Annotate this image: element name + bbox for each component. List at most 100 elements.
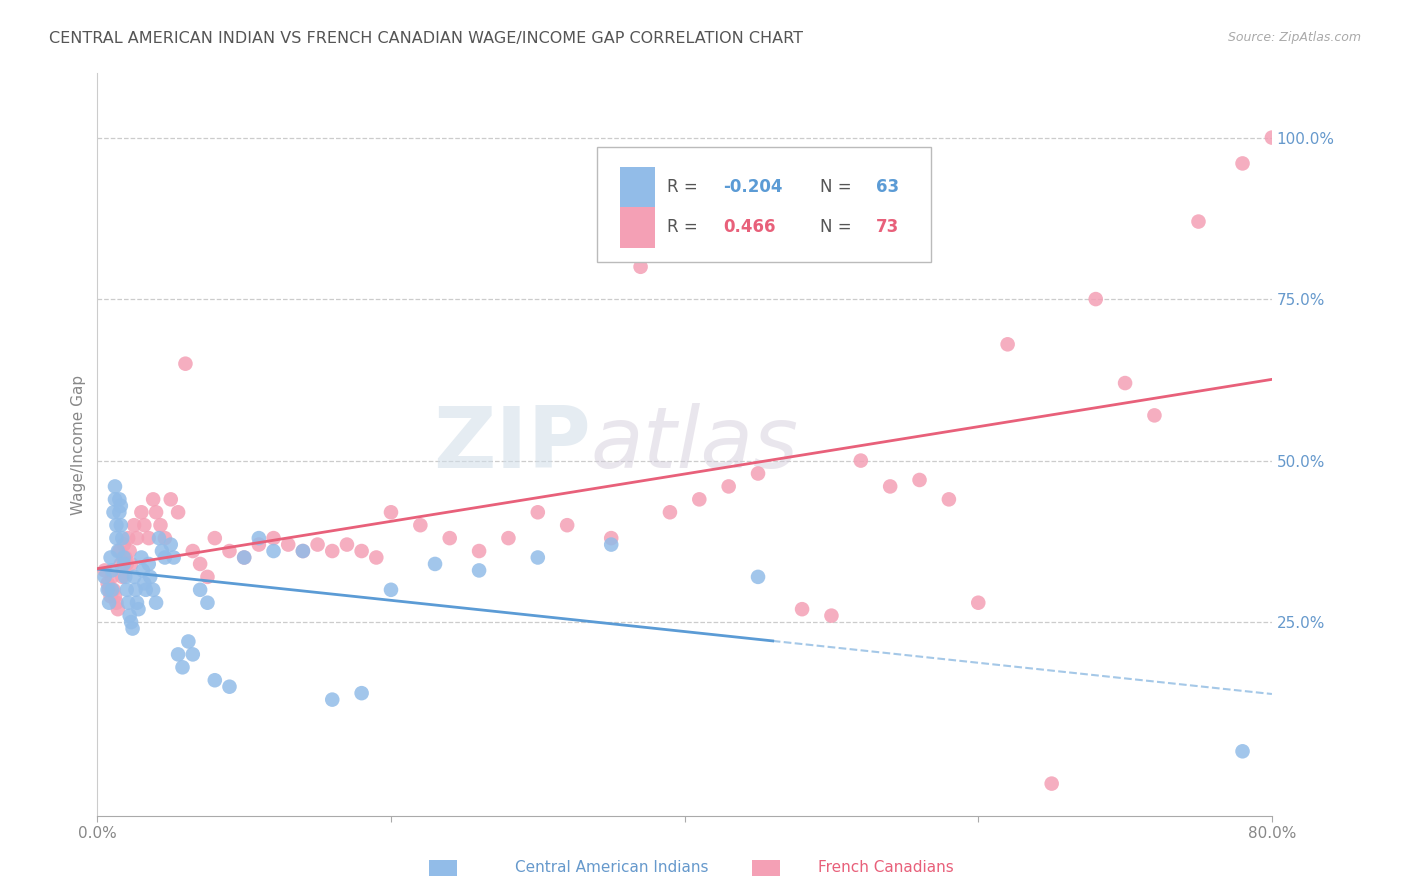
Point	[247, 538, 270, 552]
Point	[366, 550, 388, 565]
Point	[115, 557, 138, 571]
Point	[110, 557, 132, 571]
Text: 73: 73	[876, 218, 900, 235]
Point	[132, 563, 155, 577]
Point	[107, 544, 129, 558]
Point	[114, 550, 136, 565]
Text: -0.204: -0.204	[723, 178, 783, 195]
Point	[112, 538, 135, 552]
Point	[145, 596, 167, 610]
Point	[135, 582, 157, 597]
Point	[498, 531, 520, 545]
Point	[600, 538, 623, 552]
Point	[350, 544, 373, 558]
Point	[1040, 776, 1063, 790]
Point	[291, 544, 314, 558]
Point	[717, 479, 740, 493]
Text: N =: N =	[820, 178, 856, 195]
Text: 63: 63	[876, 178, 900, 195]
FancyBboxPatch shape	[620, 168, 655, 208]
Point	[1261, 130, 1284, 145]
Point	[468, 563, 491, 577]
Point	[658, 505, 681, 519]
Point	[105, 518, 128, 533]
Point	[218, 544, 240, 558]
Point	[139, 570, 162, 584]
FancyBboxPatch shape	[596, 147, 931, 262]
Point	[790, 602, 813, 616]
Point	[879, 479, 901, 493]
FancyBboxPatch shape	[620, 207, 655, 248]
Point	[93, 570, 115, 584]
Point	[181, 544, 204, 558]
Point	[115, 582, 138, 597]
Point	[108, 544, 131, 558]
Text: 0.466: 0.466	[723, 218, 776, 235]
Point	[527, 505, 550, 519]
Text: N =: N =	[820, 218, 856, 235]
Point	[181, 648, 204, 662]
Point	[120, 557, 142, 571]
Point	[1084, 292, 1107, 306]
Point	[111, 570, 134, 584]
Point	[527, 550, 550, 565]
Point	[97, 576, 120, 591]
Point	[105, 596, 128, 610]
Point	[263, 544, 285, 558]
Point	[321, 692, 343, 706]
Point	[98, 596, 121, 610]
Point	[108, 505, 131, 519]
Point	[145, 505, 167, 519]
Point	[122, 518, 145, 533]
Text: Source: ZipAtlas.com: Source: ZipAtlas.com	[1227, 31, 1361, 45]
Point	[111, 531, 134, 545]
Point	[150, 544, 173, 558]
Point	[93, 563, 115, 577]
Point	[134, 518, 156, 533]
Point	[277, 538, 299, 552]
Point	[148, 531, 170, 545]
Text: Central American Indians: Central American Indians	[515, 860, 709, 874]
Point	[153, 531, 176, 545]
Point	[409, 518, 432, 533]
Text: R =: R =	[666, 218, 709, 235]
Point	[967, 596, 990, 610]
Point	[159, 492, 181, 507]
Point	[167, 505, 190, 519]
Point	[321, 544, 343, 558]
Point	[997, 337, 1019, 351]
Point	[263, 531, 285, 545]
Point	[1143, 409, 1166, 423]
Point	[138, 531, 160, 545]
Point	[188, 557, 211, 571]
Point	[747, 570, 769, 584]
Point	[142, 582, 165, 597]
Point	[163, 550, 186, 565]
Point	[630, 260, 652, 274]
Point	[600, 531, 623, 545]
Point	[100, 550, 122, 565]
Text: ZIP: ZIP	[433, 403, 591, 486]
Point	[131, 505, 153, 519]
Point	[117, 596, 139, 610]
Point	[121, 622, 143, 636]
Point	[112, 550, 135, 565]
Point	[307, 538, 329, 552]
Point	[380, 505, 402, 519]
Point	[204, 673, 226, 688]
Point	[110, 518, 132, 533]
Point	[849, 453, 872, 467]
Point	[120, 615, 142, 629]
Point	[104, 492, 127, 507]
Point	[820, 608, 842, 623]
Point	[104, 479, 127, 493]
Point	[118, 544, 141, 558]
Point	[101, 582, 124, 597]
Point	[188, 582, 211, 597]
Point	[938, 492, 960, 507]
Point	[380, 582, 402, 597]
Point	[177, 634, 200, 648]
Point	[107, 602, 129, 616]
Point	[110, 499, 132, 513]
Text: R =: R =	[666, 178, 703, 195]
